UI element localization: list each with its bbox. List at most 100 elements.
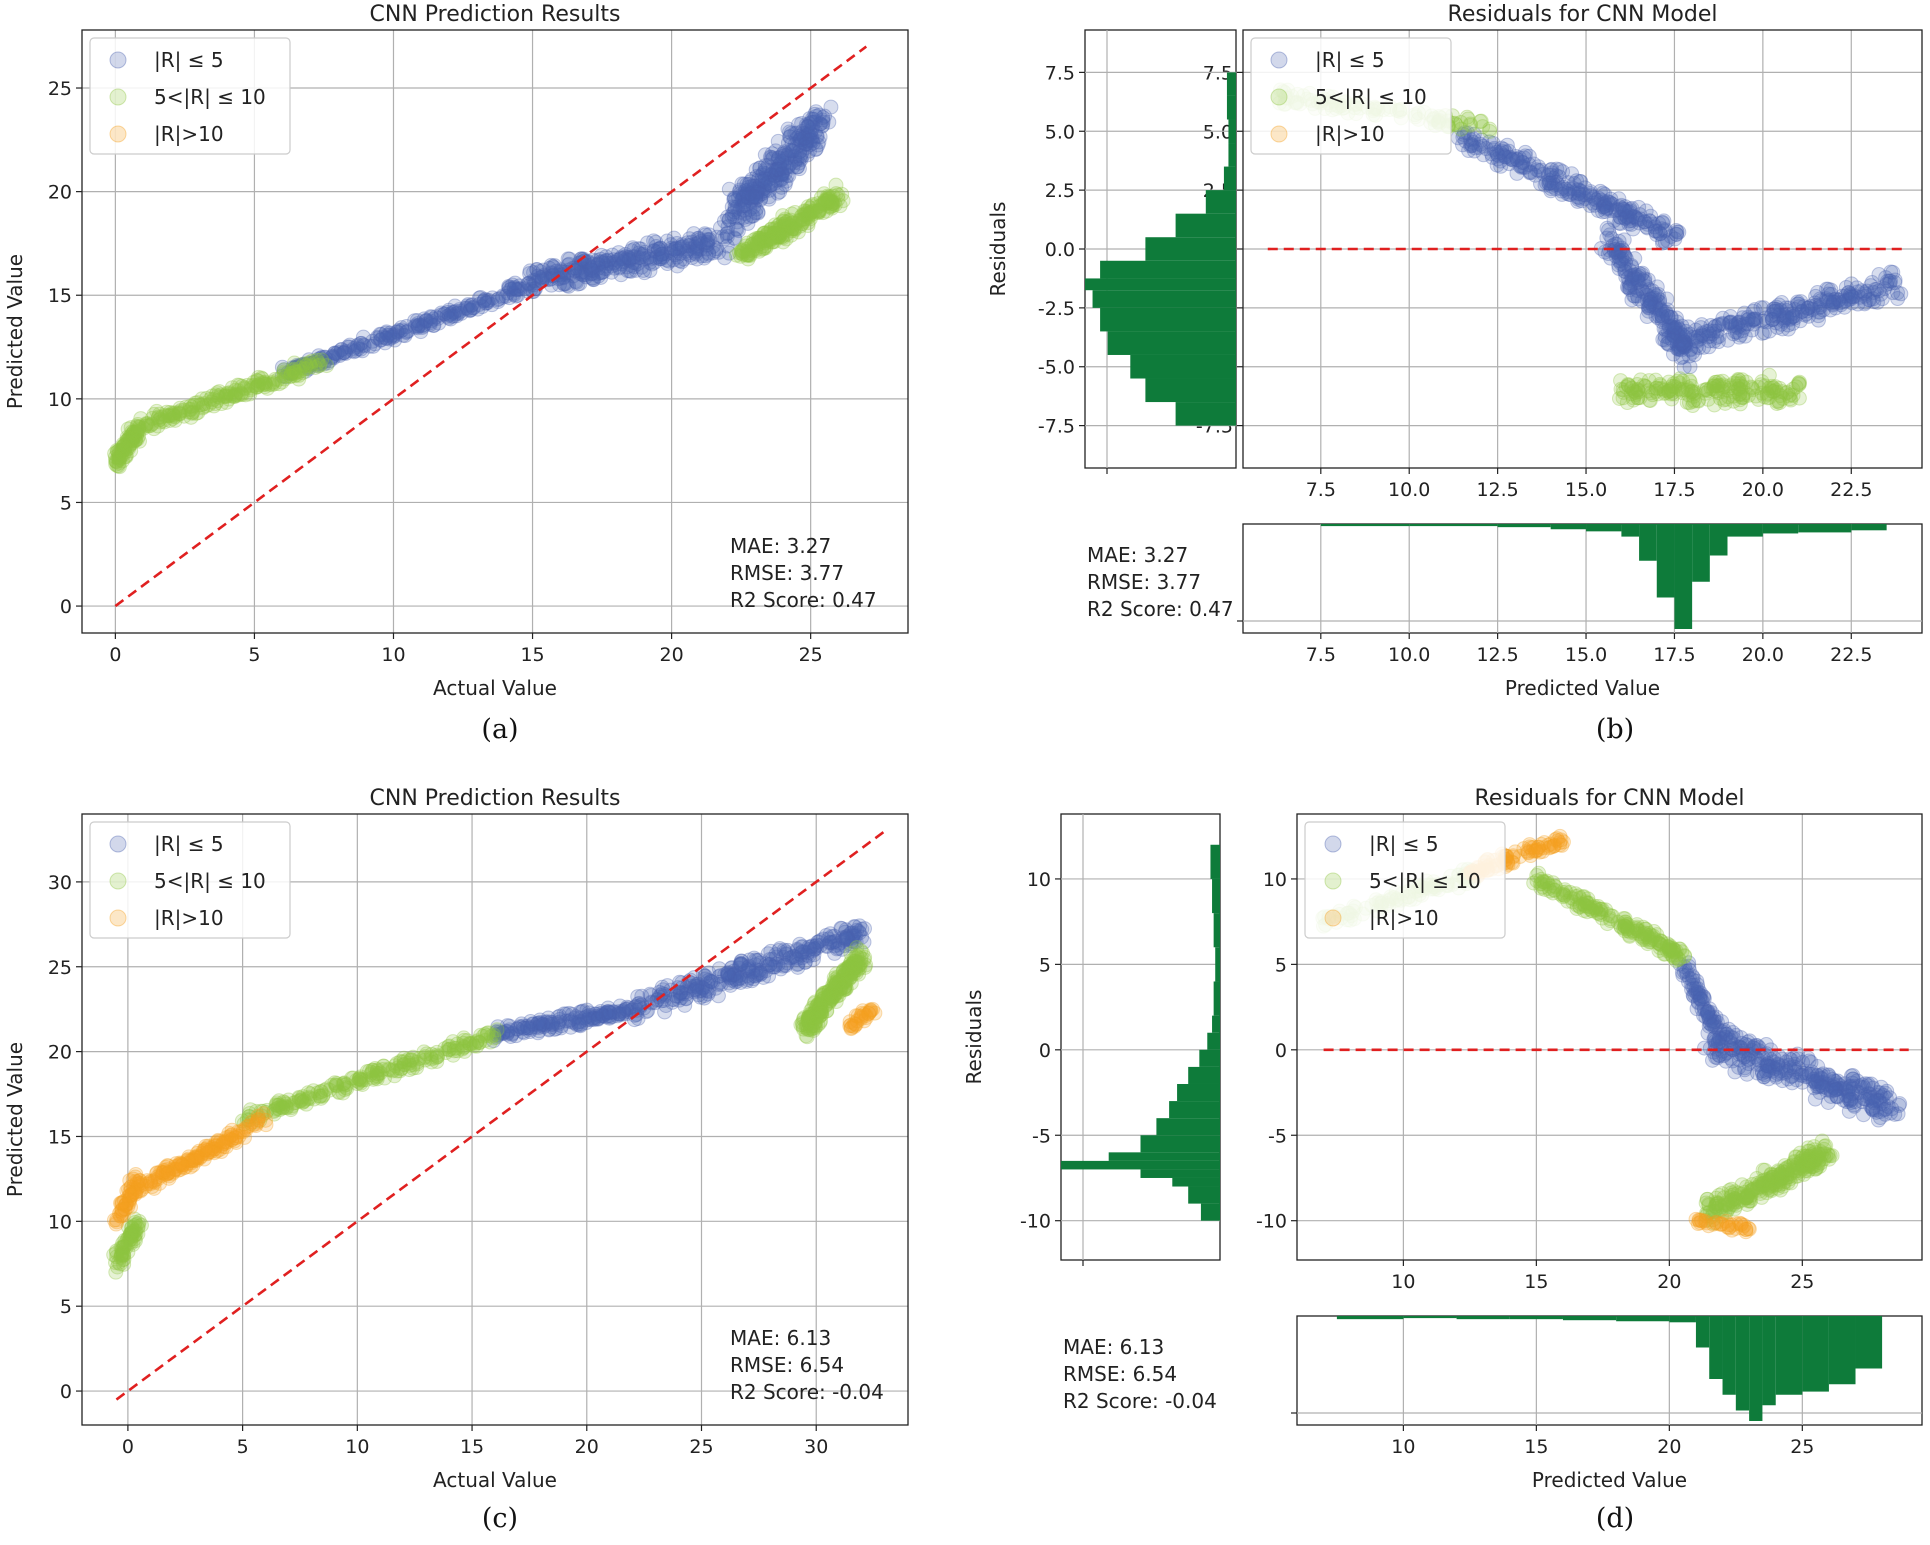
scatter-point (782, 124, 798, 140)
scatter-point (226, 388, 242, 404)
scatter-point (1654, 380, 1670, 396)
hist-bottom-bar (1692, 524, 1710, 582)
scatter-point (1613, 243, 1629, 259)
y-tick-label: 0 (60, 596, 72, 618)
scatter-point (805, 197, 821, 213)
scatter-point (1821, 1067, 1837, 1083)
y-tick-label: 0 (60, 1381, 72, 1403)
scatter-point (1696, 339, 1712, 355)
scatter-point (185, 405, 201, 421)
scatter-point (580, 254, 596, 270)
hist-right-bar (1210, 844, 1220, 879)
scatter-point (283, 368, 299, 384)
scatter-point (748, 240, 764, 256)
scatter-point (1723, 380, 1739, 396)
scatter-point (753, 186, 769, 202)
scatter-point (758, 235, 774, 251)
scatter-point (1663, 229, 1679, 245)
scatter-point (1671, 224, 1687, 240)
legend-marker (109, 909, 127, 927)
scatter-point (604, 258, 620, 274)
scatter-point (800, 127, 816, 143)
scatter-point (111, 455, 127, 471)
scatter-point (1657, 223, 1673, 239)
scatter-point (111, 442, 127, 458)
scatter-point (1629, 272, 1645, 288)
scatter-point (602, 255, 618, 271)
scatter-point (772, 216, 788, 232)
scatter-point (1669, 226, 1685, 242)
metric-text: R2 Score: -0.04 (1063, 1389, 1217, 1413)
scatter-point (239, 377, 255, 393)
scatter-point (758, 166, 774, 182)
reference-line (114, 45, 868, 608)
scatter-point (726, 204, 742, 220)
scatter-point (595, 254, 611, 270)
scatter-point (224, 1122, 240, 1138)
scatter-point (1529, 162, 1545, 178)
scatter-point (739, 235, 755, 251)
scatter-point (669, 243, 685, 259)
scatter-point (1560, 175, 1576, 191)
scatter-point (129, 426, 145, 442)
scatter-point (303, 357, 319, 373)
scatter-point (774, 153, 790, 169)
scatter-point (737, 197, 753, 213)
scatter-point (650, 241, 666, 257)
scatter-point (1618, 209, 1634, 225)
scatter-point (1595, 185, 1611, 201)
scatter-point (635, 262, 651, 278)
scatter-point (779, 221, 795, 237)
scatter-point (598, 258, 614, 274)
scatter-point (740, 247, 756, 263)
scatter-point (1670, 319, 1686, 335)
scatter-point (1622, 201, 1638, 217)
scatter-point (751, 243, 767, 259)
scatter-point (545, 258, 561, 274)
scatter-point (1756, 1172, 1772, 1188)
scatter-point (799, 119, 815, 135)
scatter-point (747, 235, 763, 251)
scatter-point (739, 184, 755, 200)
scatter-point (1544, 165, 1560, 181)
scatter-point (733, 244, 749, 260)
scatter-point (1526, 156, 1542, 172)
scatter-point (699, 234, 715, 250)
scatter-point (1652, 226, 1668, 242)
scatter-point (788, 215, 804, 231)
scatter-point (650, 244, 666, 260)
scatter-point (731, 204, 747, 220)
scatter-point (740, 241, 756, 257)
scatter-point (768, 143, 784, 159)
scatter-point (1541, 175, 1557, 191)
scatter-point (1509, 151, 1525, 167)
scatter-point (794, 134, 810, 150)
scatter-point (1559, 185, 1575, 201)
scatter-point (811, 107, 827, 123)
hist-right-y-tick-label: 5 (1039, 954, 1051, 976)
scatter-point (543, 257, 559, 273)
scatter-point (771, 167, 787, 183)
scatter-point (734, 192, 750, 208)
scatter-point (798, 140, 814, 156)
legend-label: |R|>10 (154, 906, 224, 930)
scatter-point (120, 421, 136, 437)
scatter-point (636, 265, 652, 281)
scatter-point (771, 222, 787, 238)
scatter-point (304, 356, 320, 372)
scatter-point (313, 355, 329, 371)
scatter-point (1521, 148, 1537, 164)
scatter-point (541, 260, 557, 276)
scatter-point (298, 358, 314, 374)
scatter-point (1638, 203, 1654, 219)
scatter-point (233, 386, 249, 402)
scatter-point (1597, 198, 1613, 214)
scatter-point (785, 219, 801, 235)
scatter-point (196, 396, 212, 412)
scatter-point (732, 186, 748, 202)
scatter-point (750, 173, 766, 189)
scatter-point (277, 371, 293, 387)
scatter-point (227, 389, 243, 405)
scatter-point (156, 414, 172, 430)
scatter-point (137, 418, 153, 434)
